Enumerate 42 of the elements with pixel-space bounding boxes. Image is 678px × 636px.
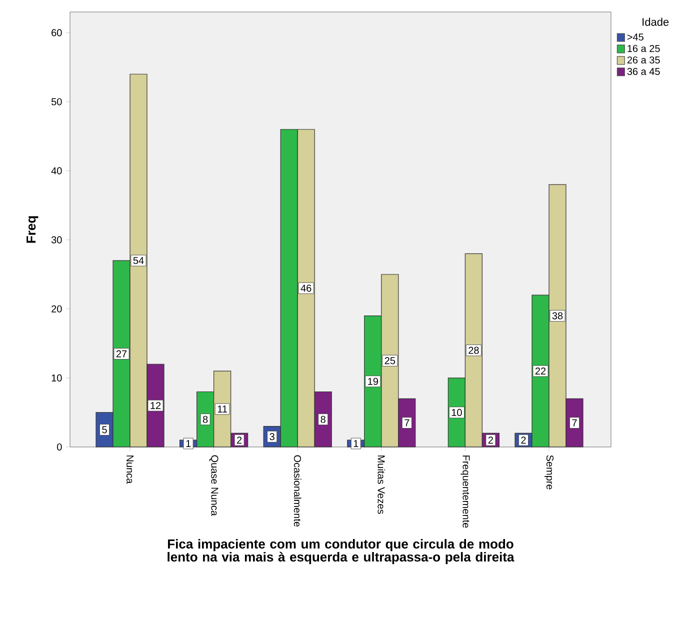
- x-tick-label: Sempre: [544, 455, 554, 490]
- x-tick-label: Frequentemente: [460, 456, 470, 528]
- data-label: 5: [102, 426, 107, 434]
- y-tick-label: 10: [52, 374, 62, 382]
- data-label: 27: [116, 350, 127, 358]
- y-tick-label: 40: [51, 167, 62, 174]
- legend-title: Idade: [642, 18, 669, 26]
- legend-label: 26 a 35: [627, 56, 660, 64]
- data-label: 1: [354, 440, 358, 447]
- legend-label: 16 a 25: [628, 44, 660, 52]
- y-axis-title: Freq: [26, 216, 38, 243]
- data-label: 12: [150, 402, 161, 410]
- data-label: 7: [404, 419, 410, 426]
- y-tick-label: 60: [52, 29, 62, 36]
- y-tick-label: 30: [51, 236, 62, 244]
- data-label: 3: [270, 433, 274, 440]
- data-label: 8: [202, 416, 208, 423]
- data-label: 2: [488, 436, 493, 444]
- data-label: 19: [368, 378, 378, 385]
- data-label: 22: [535, 368, 546, 375]
- data-label: 8: [320, 416, 326, 423]
- data-label: 38: [552, 312, 563, 320]
- legend-label: 36 a 45: [627, 68, 660, 76]
- x-axis-title: Fica impaciente com um condutor que circula de modo lento na via mais à esquerda e ultrapassa-o pela direita: [168, 539, 514, 564]
- y-tick-label: 0: [57, 443, 62, 451]
- x-tick-label: Muitas Vezes: [378, 456, 386, 514]
- x-tick-label: Ocasionalmente: [294, 455, 302, 527]
- data-label: 54: [133, 257, 144, 264]
- x-tick-label: Nunca: [126, 456, 134, 484]
- x-tick-label: Quase Nunca: [209, 455, 218, 516]
- data-label: 1: [186, 440, 191, 447]
- data-label: 2: [237, 436, 242, 444]
- data-label: 46: [300, 284, 312, 292]
- data-label: 10: [452, 408, 462, 416]
- data-label: 2: [521, 436, 526, 444]
- y-tick-label: 20: [52, 305, 62, 312]
- data-label: 28: [468, 346, 479, 354]
- legend-label: >45: [627, 34, 644, 41]
- data-label: 7: [572, 419, 577, 426]
- data-label: 25: [384, 357, 396, 364]
- y-tick-label: 50: [51, 98, 62, 106]
- data-label: 11: [218, 406, 228, 412]
